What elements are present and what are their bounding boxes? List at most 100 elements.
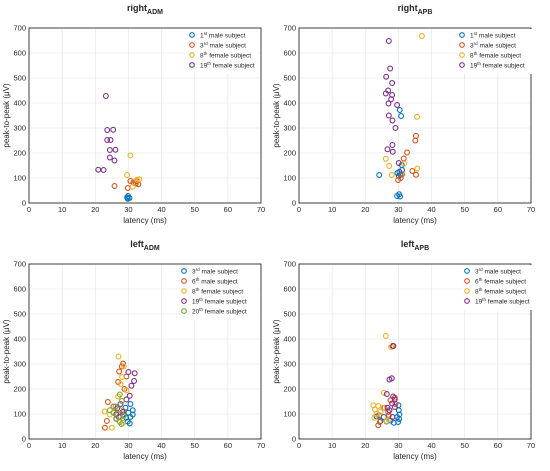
- legend-label: 8th female subject: [200, 51, 251, 60]
- y-tick-label: 500: [283, 74, 296, 83]
- x-tick-label: 40: [427, 441, 435, 450]
- x-tick-label: 40: [427, 205, 435, 214]
- x-tick-label: 10: [58, 205, 66, 214]
- y-tick-label: 0: [22, 435, 26, 444]
- data-point-series-3: [414, 113, 420, 120]
- y-tick-label: 300: [13, 124, 26, 133]
- legend-label: 1st male subject: [200, 31, 246, 40]
- y-axis-label: peak-to-peak (μV): [272, 83, 281, 148]
- chart-title: rightAPB: [398, 3, 433, 16]
- data-point-series-4: [386, 376, 393, 383]
- y-tick-label: 200: [283, 385, 296, 394]
- chart-title: rightADM: [127, 3, 163, 16]
- data-point-series-5: [113, 415, 120, 422]
- y-tick-label: 300: [283, 360, 296, 369]
- data-point-series-4: [385, 112, 392, 119]
- data-point-series-1: [127, 401, 134, 407]
- legend-label: 19th female subject: [192, 297, 247, 306]
- data-point-series-2: [101, 424, 108, 431]
- legend-marker: [181, 308, 187, 314]
- axes-frame: [28, 263, 262, 440]
- data-point-series-4: [117, 401, 124, 407]
- legend-label: 6th female subject: [475, 277, 526, 286]
- x-axis-label: latency (ms): [123, 216, 167, 225]
- y-axis-label: peak-to-peak (μV): [2, 83, 11, 148]
- y-tick-label: 0: [22, 199, 26, 208]
- legend-label: 8th female subject: [475, 287, 526, 296]
- data-point-series-4: [390, 343, 397, 349]
- y-tick-label: 100: [283, 174, 296, 183]
- data-point-series-2: [375, 422, 382, 429]
- legend-label: 3rd male subject: [192, 267, 238, 276]
- data-point-series-4: [107, 137, 114, 143]
- data-point-series-4: [111, 157, 118, 164]
- chart-title: leftAPB: [401, 239, 429, 252]
- data-point-series-2: [103, 418, 110, 424]
- data-point-series-1: [396, 416, 403, 422]
- y-tick-label: 200: [283, 149, 296, 158]
- x-tick-label: 60: [494, 205, 502, 214]
- data-point-series-4: [131, 370, 138, 377]
- data-point-series-4: [382, 90, 389, 97]
- y-tick-label: 500: [283, 310, 296, 319]
- data-point-series-4: [389, 148, 396, 155]
- data-point-series-3: [419, 33, 425, 39]
- legend-label: 1st male subject: [470, 31, 516, 40]
- y-tick-label: 300: [283, 124, 296, 133]
- x-tick-label: 30: [124, 441, 132, 450]
- y-tick-label: 100: [283, 410, 296, 419]
- axes-frame: [298, 263, 532, 440]
- legend-box: [180, 265, 259, 320]
- data-point-series-4: [104, 127, 111, 133]
- legend-label: 3rd male subject: [470, 41, 516, 50]
- axes-frame: [28, 27, 262, 204]
- x-tick-label: 60: [494, 441, 502, 450]
- data-point-series-4: [106, 154, 113, 161]
- y-tick-label: 300: [13, 360, 26, 369]
- x-axis-label: latency (ms): [393, 216, 437, 225]
- x-tick-label: 70: [527, 205, 535, 214]
- data-point-series-4: [388, 96, 395, 103]
- data-point-series-4: [128, 382, 135, 389]
- y-tick-label: 600: [13, 285, 26, 294]
- data-point-series-2: [412, 137, 419, 144]
- data-point-series-3: [380, 389, 387, 396]
- data-point-series-4: [389, 80, 396, 86]
- y-tick-label: 200: [13, 385, 26, 394]
- data-point-series-4: [383, 391, 390, 397]
- y-tick-label: 700: [283, 24, 296, 33]
- x-tick-label: 0: [297, 441, 301, 450]
- data-point-series-4: [391, 396, 398, 403]
- data-point-series-4: [106, 147, 113, 153]
- data-point-series-1: [394, 193, 401, 199]
- data-point-series-2: [120, 360, 127, 367]
- x-tick-label: 0: [27, 205, 31, 214]
- data-point-series-1: [129, 411, 136, 418]
- data-point-series-1: [126, 420, 133, 427]
- data-point-series-4: [125, 369, 132, 375]
- data-point-series-5: [116, 391, 123, 398]
- x-tick-label: 60: [224, 441, 232, 450]
- data-point-series-4: [383, 73, 390, 80]
- data-point-series-1: [398, 113, 405, 119]
- legend-label: 8th female subject: [192, 287, 243, 296]
- data-point-series-2: [413, 171, 419, 178]
- data-point-series-2: [399, 171, 406, 178]
- x-tick-label: 50: [191, 441, 199, 450]
- data-point-series-2: [118, 363, 125, 370]
- data-point-series-4: [126, 392, 133, 399]
- y-tick-label: 700: [13, 260, 26, 269]
- x-tick-label: 30: [124, 205, 132, 214]
- legend-label: 19th female subject: [470, 61, 525, 70]
- data-point-series-4: [384, 146, 391, 153]
- data-point-series-3: [108, 424, 115, 431]
- data-point-series-3: [119, 374, 126, 380]
- data-point-series-3: [124, 172, 131, 178]
- data-point-series-4: [104, 137, 111, 143]
- data-point-series-3: [123, 387, 130, 394]
- data-point-series-2: [376, 419, 383, 425]
- chart-panel-4: 0 10 20 30 40 50 60 700100200300400500600700lef…: [272, 239, 535, 461]
- data-point-series-2: [116, 368, 123, 375]
- data-point-series-3: [115, 353, 122, 360]
- data-point-series-4: [110, 126, 117, 133]
